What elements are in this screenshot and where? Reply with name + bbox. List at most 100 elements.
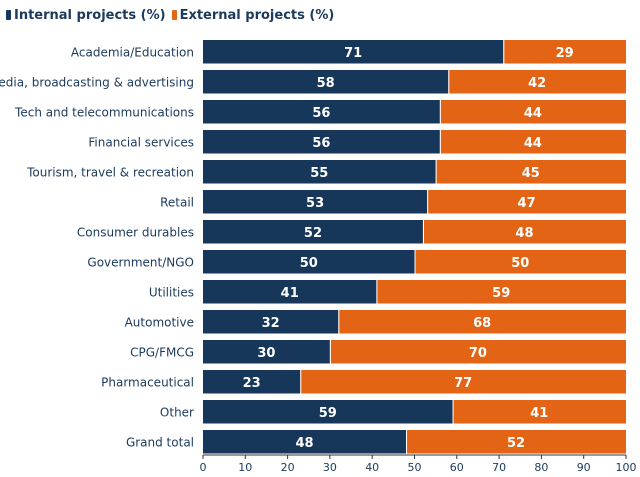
bar-external-grand-total xyxy=(406,430,626,454)
data-label-external-automotive: 68 xyxy=(473,316,491,331)
category-label-utilities: Utilities xyxy=(149,285,194,299)
data-label-external-government-ngo: 50 xyxy=(511,256,529,271)
bar-internal-other xyxy=(203,400,453,424)
bar-external-automotive xyxy=(338,310,626,334)
category-label-cpg-fmcg: CPG/FMCG xyxy=(130,345,194,359)
bar-external-tech-and-telecommunications xyxy=(439,100,626,124)
x-tick-label-50: 50 xyxy=(408,461,422,474)
data-label-external-cpg-fmcg: 70 xyxy=(469,346,487,361)
bar-separator-other xyxy=(452,400,454,424)
category-label-academia-education: Academia/Education xyxy=(71,45,194,59)
data-label-internal-consumer-durables: 52 xyxy=(304,226,322,241)
bar-internal-cpg-fmcg xyxy=(203,340,330,364)
category-label-tourism-travel-recreation: Tourism, travel & recreation xyxy=(26,165,194,179)
data-label-internal-cpg-fmcg: 30 xyxy=(257,346,275,361)
legend-label-internal: Internal projects (%) xyxy=(14,7,166,23)
x-tick-label-60: 60 xyxy=(450,461,464,474)
bar-internal-automotive xyxy=(203,310,339,334)
data-label-internal-utilities: 41 xyxy=(281,286,299,301)
bar-separator-automotive xyxy=(338,310,340,334)
bar-separator-government-ngo xyxy=(414,250,416,274)
bar-internal-government-ngo xyxy=(203,250,415,274)
category-label-retail: Retail xyxy=(160,195,194,209)
data-label-internal-pharmaceutical: 23 xyxy=(243,376,261,391)
x-tick-label-40: 40 xyxy=(365,461,379,474)
legend-swatch-external xyxy=(171,10,177,20)
data-label-external-other: 41 xyxy=(530,406,548,421)
data-label-external-financial-services: 44 xyxy=(524,136,542,151)
bar-external-utilities xyxy=(376,280,626,304)
data-label-external-tourism-travel-recreation: 45 xyxy=(522,166,540,181)
bar-internal-pharmaceutical xyxy=(203,370,301,394)
bar-internal-tech-and-telecommunications xyxy=(203,100,440,124)
bar-separator-utilities xyxy=(376,280,378,304)
x-tick-label-0: 0 xyxy=(200,461,207,474)
bar-external-pharmaceutical xyxy=(300,370,626,394)
data-label-internal-automotive: 32 xyxy=(262,316,280,331)
data-label-external-academia-education: 29 xyxy=(556,46,574,61)
category-label-grand-total: Grand total xyxy=(126,435,194,449)
data-label-internal-other: 59 xyxy=(319,406,337,421)
data-label-internal-media-broadcasting-advertising: 58 xyxy=(317,76,335,91)
data-label-external-pharmaceutical: 77 xyxy=(454,376,472,391)
legend-label-external: External projects (%) xyxy=(179,7,335,23)
data-label-internal-government-ngo: 50 xyxy=(300,256,318,271)
bar-external-tourism-travel-recreation xyxy=(435,160,626,184)
bar-external-government-ngo xyxy=(414,250,626,274)
bar-external-cpg-fmcg xyxy=(329,340,626,364)
category-label-government-ngo: Government/NGO xyxy=(87,255,194,269)
bar-internal-retail xyxy=(203,190,428,214)
bar-external-consumer-durables xyxy=(422,220,626,244)
bar-separator-cpg-fmcg xyxy=(329,340,331,364)
bar-internal-consumer-durables xyxy=(203,220,423,244)
data-label-external-tech-and-telecommunications: 44 xyxy=(524,106,542,121)
data-label-internal-tech-and-telecommunications: 56 xyxy=(312,106,330,121)
legend-item-internal: Internal projects (%) xyxy=(6,8,166,23)
x-tick-label-10: 10 xyxy=(238,461,252,474)
data-label-external-grand-total: 52 xyxy=(507,436,525,451)
data-label-external-retail: 47 xyxy=(518,196,536,211)
data-label-external-media-broadcasting-advertising: 42 xyxy=(528,76,546,91)
category-label-other: Other xyxy=(160,405,194,419)
category-label-media-broadcasting-advertising: Media, broadcasting & advertising xyxy=(0,75,194,89)
bar-internal-grand-total xyxy=(203,430,407,454)
chart-legend: Internal projects (%) External projects … xyxy=(6,5,340,25)
data-label-external-utilities: 59 xyxy=(492,286,510,301)
x-tick-label-20: 20 xyxy=(281,461,295,474)
bar-internal-tourism-travel-recreation xyxy=(203,160,436,184)
x-tick-label-70: 70 xyxy=(492,461,506,474)
bar-separator-tech-and-telecommunications xyxy=(439,100,441,124)
x-tick-label-100: 100 xyxy=(616,461,637,474)
data-label-internal-financial-services: 56 xyxy=(312,136,330,151)
x-tick-label-80: 80 xyxy=(534,461,548,474)
bar-internal-financial-services xyxy=(203,130,440,154)
bar-external-media-broadcasting-advertising xyxy=(448,70,626,94)
category-label-consumer-durables: Consumer durables xyxy=(77,225,194,239)
data-label-internal-tourism-travel-recreation: 55 xyxy=(310,166,328,181)
category-label-automotive: Automotive xyxy=(125,315,194,329)
legend-swatch-internal xyxy=(6,10,11,20)
bar-external-other xyxy=(452,400,626,424)
bar-separator-pharmaceutical xyxy=(300,370,302,394)
bar-internal-academia-education xyxy=(203,40,504,64)
bar-internal-utilities xyxy=(203,280,377,304)
legend-item-external: External projects (%) xyxy=(171,7,335,23)
bar-separator-financial-services xyxy=(439,130,441,154)
bar-external-retail xyxy=(427,190,626,214)
x-tick-label-90: 90 xyxy=(577,461,591,474)
bar-external-financial-services xyxy=(439,130,626,154)
category-label-tech-and-telecommunications: Tech and telecommunications xyxy=(14,105,194,119)
bar-external-academia-education xyxy=(503,40,626,64)
bar-separator-consumer-durables xyxy=(422,220,424,244)
x-tick-label-30: 30 xyxy=(323,461,337,474)
data-label-external-consumer-durables: 48 xyxy=(515,226,533,241)
bar-separator-tourism-travel-recreation xyxy=(435,160,437,184)
data-label-internal-retail: 53 xyxy=(306,196,324,211)
bar-separator-retail xyxy=(427,190,429,214)
bar-separator-academia-education xyxy=(503,40,505,64)
data-label-internal-academia-education: 71 xyxy=(344,46,362,61)
bar-separator-grand-total xyxy=(406,430,408,454)
bar-internal-media-broadcasting-advertising xyxy=(203,70,449,94)
category-label-pharmaceutical: Pharmaceutical xyxy=(101,375,194,389)
